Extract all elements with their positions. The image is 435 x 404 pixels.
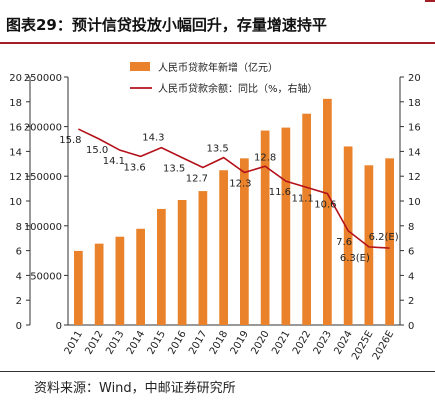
line-data-label: 13.5 bbox=[163, 164, 185, 175]
bar bbox=[219, 170, 228, 325]
line-data-label: 6.3(E) bbox=[340, 253, 370, 264]
line-data-label: 14.1 bbox=[103, 156, 125, 167]
outer-left-tick-label: 2 bbox=[16, 296, 22, 307]
x-tick-label: 2016 bbox=[166, 329, 188, 357]
line-data-label: 10.6 bbox=[314, 200, 336, 211]
x-tick-label: 2012 bbox=[83, 329, 105, 357]
line-data-label: 12.7 bbox=[186, 174, 208, 185]
right-tick-label: 6 bbox=[408, 247, 414, 258]
left-tick-label: 50000 bbox=[30, 271, 62, 282]
outer-left-tick-label: 10 bbox=[9, 197, 22, 208]
bar bbox=[136, 228, 145, 325]
x-tick-label: 2011 bbox=[63, 329, 85, 357]
corner-accent bbox=[425, 0, 435, 2]
x-tick-label: 2026E bbox=[371, 329, 396, 362]
bar bbox=[157, 208, 166, 325]
bar bbox=[177, 200, 187, 325]
left-tick-label: 250000 bbox=[24, 73, 62, 84]
left-tick-label: 200000 bbox=[24, 123, 62, 134]
legend-label-bar: 人民币贷款年新增（亿元） bbox=[158, 61, 278, 74]
right-tick-label: 14 bbox=[408, 147, 421, 158]
bar bbox=[281, 127, 291, 325]
chart-title: 图表29：预计信贷投放小幅回升，存量增速持平 bbox=[6, 16, 327, 34]
legend-swatch-bar bbox=[130, 62, 150, 71]
x-tick-label: 2015 bbox=[146, 329, 168, 357]
x-tick-label: 2017 bbox=[187, 329, 209, 357]
outer-left-tick-label: 18 bbox=[9, 98, 22, 109]
right-tick-label: 8 bbox=[408, 222, 414, 233]
outer-left-tick-label: 6 bbox=[16, 247, 22, 258]
line-data-label: 13.5 bbox=[206, 144, 228, 155]
line-data-label: 15.0 bbox=[86, 145, 108, 156]
x-tick-label: 2020 bbox=[249, 329, 271, 357]
x-tick-label: 2018 bbox=[208, 329, 230, 357]
outer-left-tick-label: 12 bbox=[9, 172, 22, 183]
right-tick-label: 4 bbox=[408, 271, 414, 282]
footer-rule bbox=[0, 371, 435, 372]
right-tick-label: 12 bbox=[408, 172, 421, 183]
line-data-label: 6.2(E) bbox=[369, 232, 399, 243]
bar bbox=[323, 98, 332, 325]
line-data-label: 7.6 bbox=[336, 237, 352, 248]
bar bbox=[240, 158, 249, 325]
right-tick-label: 18 bbox=[408, 98, 421, 109]
x-tick-label: 2022 bbox=[291, 329, 313, 357]
x-tick-label: 2014 bbox=[125, 329, 147, 357]
outer-left-tick-label: 14 bbox=[9, 147, 22, 158]
x-tick-label: 2019 bbox=[229, 329, 251, 357]
bar bbox=[94, 243, 104, 325]
title-bar: 图表29：预计信贷投放小幅回升，存量增速持平 bbox=[0, 0, 435, 44]
bar bbox=[198, 191, 208, 325]
bar bbox=[260, 130, 270, 325]
line-data-label: 14.3 bbox=[142, 133, 164, 144]
left-tick-label: 0 bbox=[56, 321, 62, 332]
x-tick-label: 2013 bbox=[104, 329, 126, 357]
legend-label-line: 人民币贷款余额：同比（%，右轴） bbox=[158, 82, 318, 95]
chart: 0 50000 100000 150000 200000 250000 0 2 4 6 8 10 12 1… bbox=[9, 61, 421, 362]
right-tick-label: 2 bbox=[408, 296, 414, 307]
line-series bbox=[78, 128, 390, 249]
bar bbox=[115, 236, 125, 325]
x-tick-label: 2021 bbox=[270, 329, 292, 357]
line-data-label: 12.3 bbox=[229, 178, 251, 189]
left-tick-label: 150000 bbox=[24, 172, 62, 183]
line-data-label: 11.6 bbox=[269, 187, 291, 198]
right-tick-label: 20 bbox=[408, 73, 421, 84]
outer-left-tick-label: 4 bbox=[16, 271, 22, 282]
right-tick-label: 16 bbox=[408, 123, 421, 134]
line-data-label: 15.8 bbox=[59, 135, 81, 146]
title-rule bbox=[0, 42, 435, 44]
left-tick-label: 100000 bbox=[24, 222, 62, 233]
x-tick-label: 2023 bbox=[312, 329, 334, 357]
bar bbox=[385, 158, 394, 325]
bar bbox=[343, 146, 353, 325]
line-data-label: 12.8 bbox=[254, 152, 276, 163]
outer-left-tick-label: 0 bbox=[16, 321, 22, 332]
line-data-label: 11.1 bbox=[291, 193, 313, 204]
outer-left-tick-label: 16 bbox=[9, 123, 22, 134]
bar bbox=[364, 165, 374, 325]
outer-left-tick-label: 8 bbox=[16, 222, 22, 233]
right-tick-label: 0 bbox=[408, 321, 414, 332]
source-note: 资料来源：Wind，中邮证券研究所 bbox=[34, 381, 236, 396]
bar bbox=[302, 113, 311, 325]
outer-left-tick-label: 20 bbox=[9, 73, 22, 84]
line-data-label: 13.6 bbox=[123, 162, 145, 173]
bar bbox=[74, 250, 83, 325]
right-tick-label: 10 bbox=[408, 197, 421, 208]
